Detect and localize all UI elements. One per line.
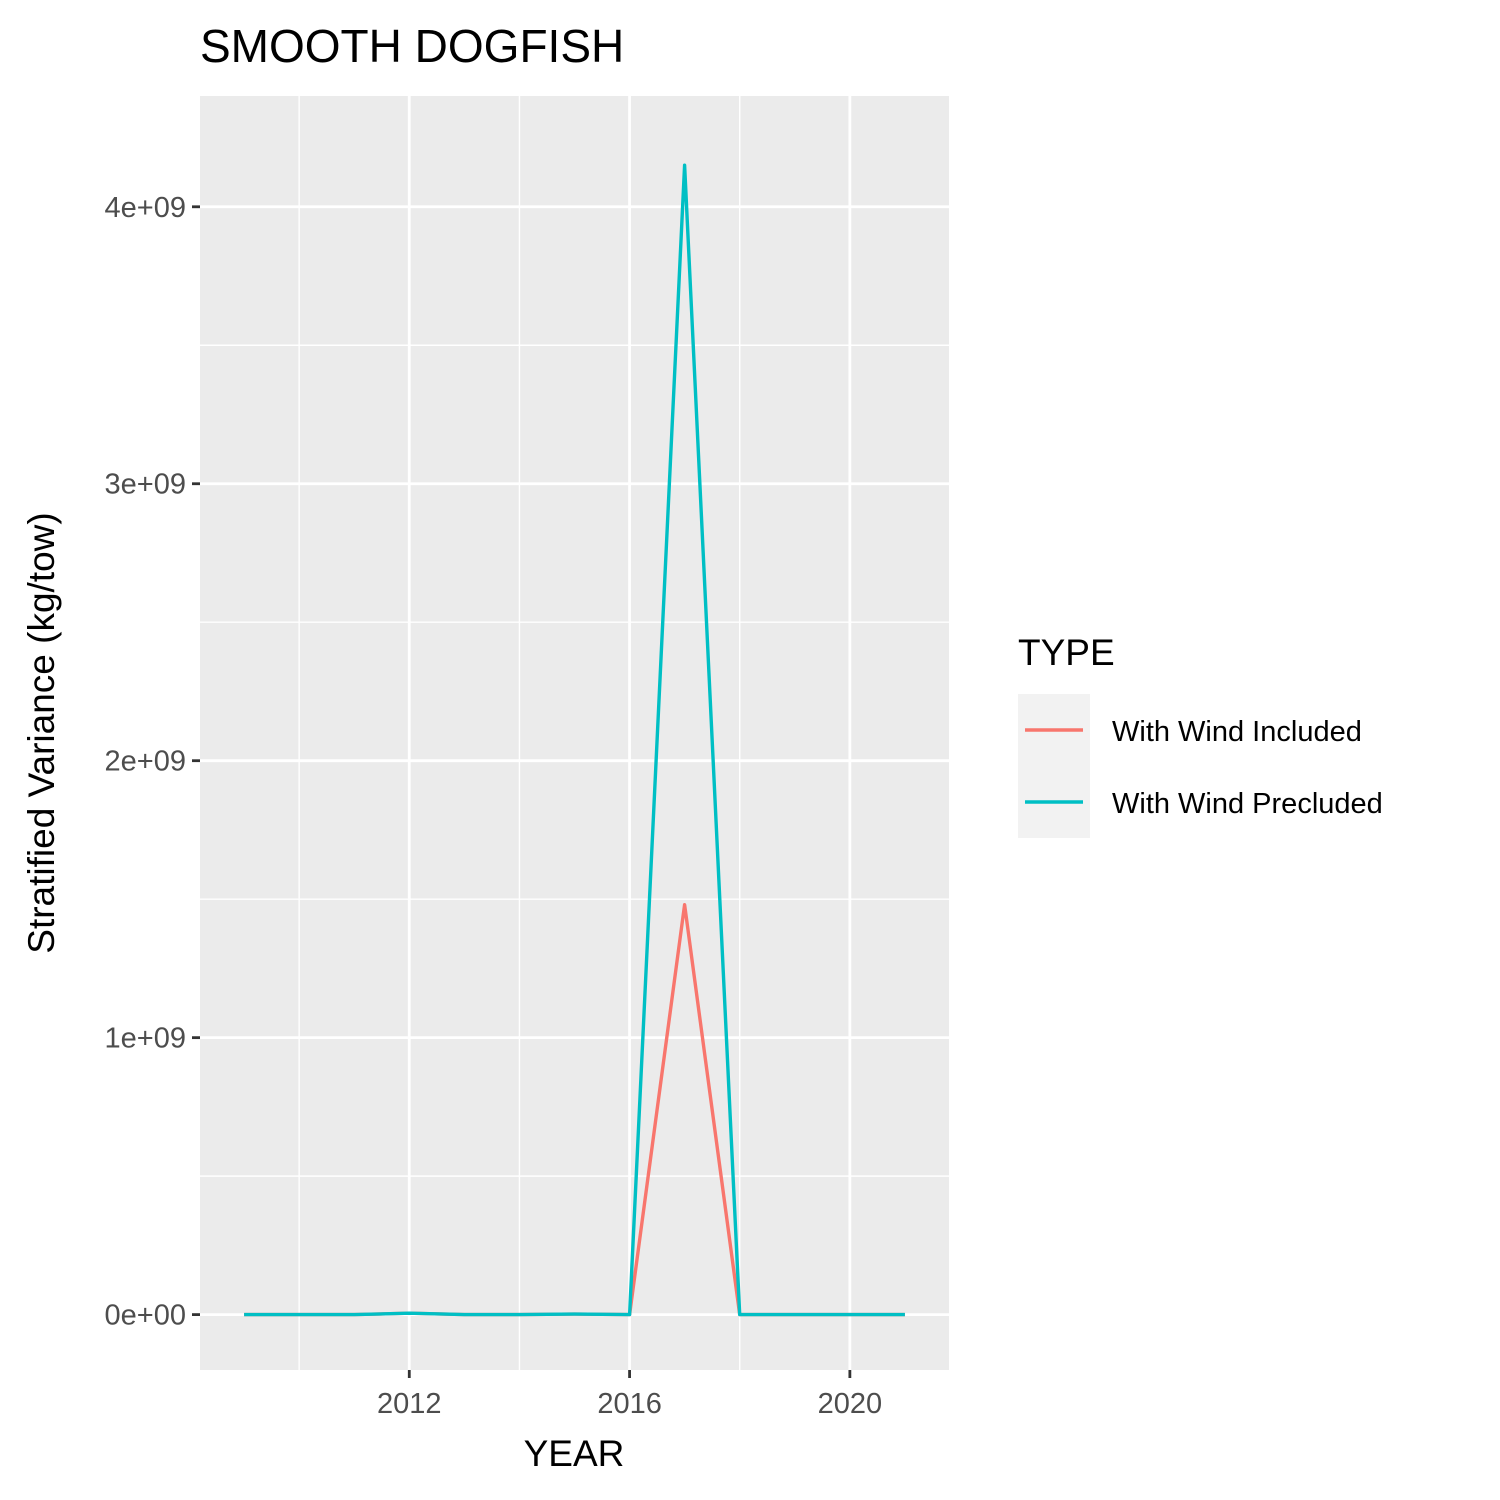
- x-axis-title: YEAR: [524, 1433, 625, 1474]
- y-tick-label: 4e+09: [105, 192, 186, 224]
- y-axis: 0e+00 1e+09 2e+09 3e+09 4e+09: [105, 192, 200, 1332]
- minor-gridlines: [200, 96, 949, 1370]
- y-axis-title: Stratified Variance (kg/tow): [21, 512, 62, 953]
- legend: TYPE With Wind Included With Wind Preclud…: [1018, 632, 1383, 838]
- y-tick-label: 1e+09: [105, 1023, 186, 1055]
- y-tick-label: 0e+00: [105, 1300, 186, 1332]
- x-axis: 2012 2016 2020: [377, 1370, 882, 1420]
- major-gridlines: [200, 96, 949, 1370]
- legend-label-1: With Wind Included: [1112, 716, 1362, 748]
- y-tick-label: 2e+09: [105, 746, 186, 778]
- legend-title: TYPE: [1018, 632, 1115, 673]
- legend-label-2: With Wind Precluded: [1112, 788, 1383, 820]
- chart-title: SMOOTH DOGFISH: [200, 20, 624, 72]
- x-tick-label: 2012: [377, 1388, 442, 1420]
- legend-key-background: [1018, 694, 1090, 838]
- x-tick-label: 2020: [818, 1388, 883, 1420]
- y-tick-label: 3e+09: [105, 469, 186, 501]
- x-tick-label: 2016: [597, 1388, 662, 1420]
- series-lines: [244, 163, 905, 1317]
- plot-panel: [200, 96, 949, 1370]
- series-line-2: [244, 163, 905, 1317]
